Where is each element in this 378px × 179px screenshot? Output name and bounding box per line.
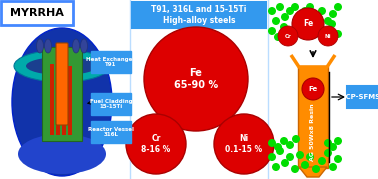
Ellipse shape [14,50,110,82]
Text: ICP-SFMS: ICP-SFMS [344,94,378,100]
Circle shape [278,26,298,46]
Text: AG 50Wx8 Resin: AG 50Wx8 Resin [310,103,316,161]
Circle shape [334,30,342,38]
Ellipse shape [37,39,43,53]
Circle shape [276,3,284,11]
Circle shape [324,139,332,147]
Text: Ni
0.1-15 %: Ni 0.1-15 % [225,134,263,154]
Circle shape [318,26,338,46]
Circle shape [280,137,288,145]
Circle shape [280,23,288,31]
Circle shape [334,3,342,11]
Circle shape [272,163,280,171]
FancyBboxPatch shape [132,2,266,28]
Circle shape [292,20,300,28]
Circle shape [306,153,314,161]
Ellipse shape [18,134,106,174]
Circle shape [292,135,300,143]
Circle shape [329,10,337,18]
Circle shape [312,165,320,173]
FancyBboxPatch shape [42,47,82,141]
Circle shape [281,159,289,167]
Text: Reactor Vessel
316L: Reactor Vessel 316L [88,127,134,137]
Circle shape [302,78,324,100]
Circle shape [306,3,314,11]
Circle shape [286,7,294,15]
Circle shape [316,23,324,31]
Circle shape [334,155,342,163]
FancyBboxPatch shape [91,121,131,143]
Circle shape [292,8,324,40]
Circle shape [276,147,284,155]
Circle shape [324,17,332,25]
Text: Cr: Cr [285,33,291,38]
Circle shape [299,27,307,35]
Circle shape [144,27,248,131]
Circle shape [311,30,319,38]
FancyBboxPatch shape [56,43,68,125]
Circle shape [318,7,326,15]
Circle shape [286,30,294,38]
Text: Fe: Fe [303,20,313,28]
Circle shape [312,13,320,21]
FancyBboxPatch shape [298,66,328,168]
Circle shape [281,13,289,21]
Text: Fe: Fe [308,86,318,92]
Circle shape [274,33,282,41]
Text: Fe
65-90 %: Fe 65-90 % [174,68,218,90]
Circle shape [334,137,342,145]
Circle shape [329,163,337,171]
Circle shape [301,161,309,169]
Circle shape [324,149,332,157]
Circle shape [286,141,294,149]
Ellipse shape [12,28,112,176]
Circle shape [268,153,276,161]
Text: Ni: Ni [325,33,331,38]
FancyBboxPatch shape [91,93,131,115]
Text: MYRRHA: MYRRHA [10,8,64,18]
Circle shape [301,7,309,15]
Circle shape [268,27,276,35]
FancyBboxPatch shape [50,64,54,134]
Text: T91, 316L and 15-15Ti
High-alloy steels: T91, 316L and 15-15Ti High-alloy steels [151,5,247,25]
Ellipse shape [45,39,51,53]
Circle shape [126,114,186,174]
Circle shape [291,165,299,173]
Ellipse shape [26,57,98,75]
Polygon shape [299,167,327,177]
Text: Cr
8-16 %: Cr 8-16 % [141,134,170,154]
Circle shape [322,27,330,35]
Circle shape [268,139,276,147]
Circle shape [329,143,337,151]
FancyBboxPatch shape [1,1,73,25]
Circle shape [328,20,336,28]
Circle shape [272,17,280,25]
Ellipse shape [73,39,79,53]
Circle shape [274,143,282,151]
Circle shape [286,153,294,161]
Circle shape [296,151,304,159]
Circle shape [291,3,299,11]
FancyBboxPatch shape [56,59,59,134]
FancyBboxPatch shape [347,86,377,108]
Circle shape [214,114,274,174]
Text: Fuel Cladding
15-15Ti: Fuel Cladding 15-15Ti [90,99,132,109]
Circle shape [296,15,304,23]
Circle shape [318,157,326,165]
FancyBboxPatch shape [68,66,71,134]
Circle shape [268,7,276,15]
Ellipse shape [81,39,87,53]
Text: Heat Exchanger
T91: Heat Exchanger T91 [87,57,136,67]
FancyBboxPatch shape [91,51,131,73]
Circle shape [304,20,312,28]
FancyBboxPatch shape [62,62,65,134]
